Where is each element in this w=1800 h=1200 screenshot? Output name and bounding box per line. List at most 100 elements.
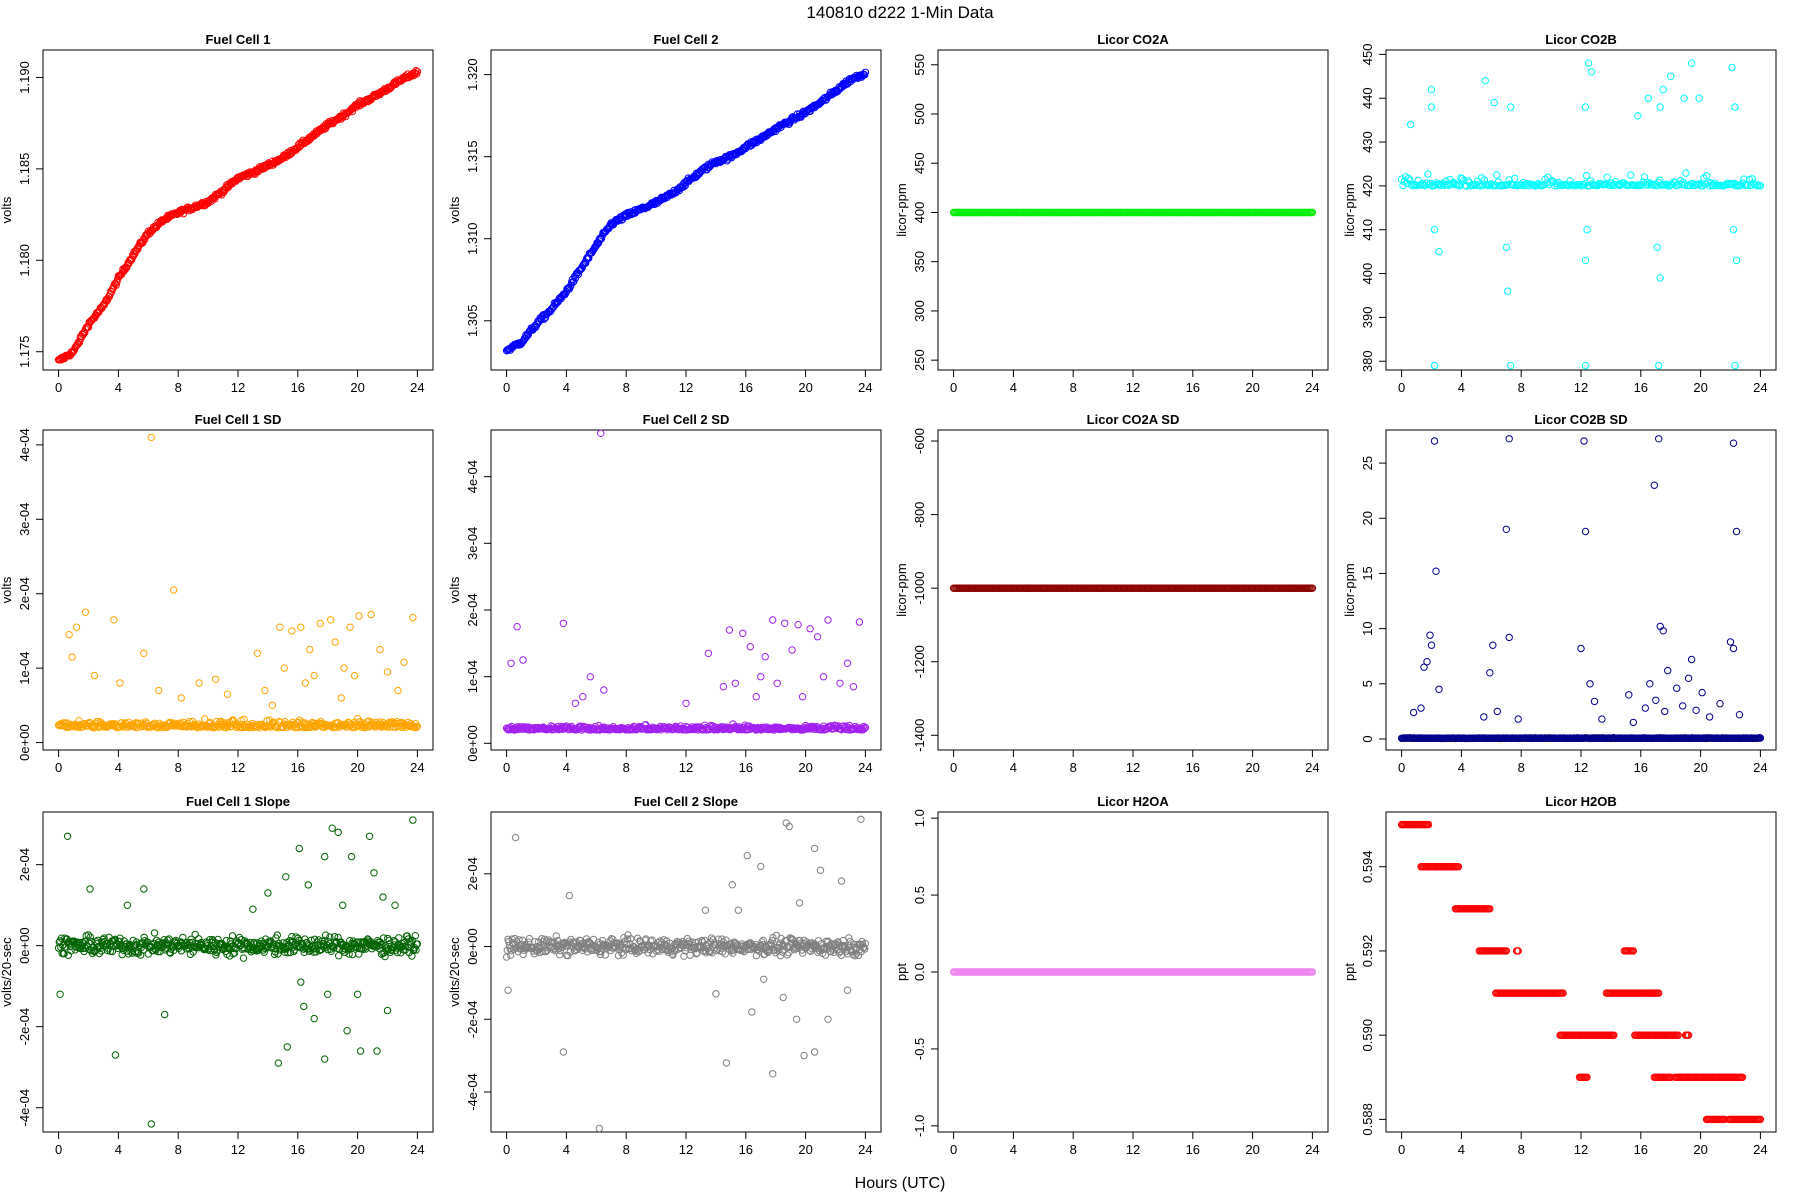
x-tick-label: 8	[623, 380, 630, 395]
x-tick-label: 12	[679, 760, 693, 775]
x-tick-label: 12	[1574, 380, 1588, 395]
plot-frame	[42, 811, 434, 1133]
data-point	[264, 889, 272, 897]
data-point	[504, 986, 512, 994]
data-point	[1435, 247, 1443, 256]
data-point	[297, 978, 305, 986]
x-tick-label: 0	[503, 1142, 510, 1157]
data-point	[331, 638, 339, 646]
data-point	[412, 67, 420, 75]
data-point	[340, 664, 348, 672]
x-tick-label: 4	[563, 380, 570, 395]
x-tick-label: 8	[1070, 380, 1077, 395]
x-tick-label: 16	[739, 1142, 753, 1157]
y-tick-label: 450	[912, 152, 927, 174]
panel-title: Fuel Cell 1 SD	[195, 412, 282, 427]
y-tick-label: -800	[912, 502, 927, 528]
data-point	[310, 671, 318, 680]
y-tick-label: -4e-04	[17, 1089, 32, 1127]
panel-co2bsd: Licor CO2B SD0 4 8 12 16 20 240510152025licor-…	[1342, 412, 1777, 775]
data-point	[704, 649, 713, 657]
y-tick-label: 0e+00	[17, 724, 32, 761]
data-point	[1634, 112, 1642, 120]
data-point	[400, 658, 408, 666]
data-point	[1650, 481, 1659, 489]
data-point	[316, 619, 324, 628]
data-point	[1684, 674, 1693, 682]
data-points	[949, 584, 1317, 592]
data-point	[1728, 63, 1736, 72]
data-point	[1731, 182, 1740, 190]
y-axis-label: volts/20-sec	[0, 937, 14, 1007]
data-point	[253, 649, 262, 657]
data-point	[1511, 174, 1519, 183]
data-point	[1644, 181, 1653, 189]
y-tick-label: 20	[1360, 511, 1375, 525]
panel-title: Fuel Cell 2 Slope	[634, 794, 738, 809]
x-tick-label: 20	[1693, 380, 1707, 395]
data-point	[513, 623, 521, 631]
data-point	[268, 701, 277, 709]
x-tick-label: 16	[291, 760, 305, 775]
y-axis-label: licor-ppm	[1342, 183, 1357, 236]
data-point	[1590, 697, 1599, 706]
plot-frame	[1385, 811, 1777, 1133]
data-points	[54, 433, 422, 732]
data-point	[304, 881, 312, 889]
data-point	[1533, 180, 1541, 189]
data-point	[150, 929, 159, 937]
x-tick-label: 4	[1010, 380, 1017, 395]
data-point	[1493, 171, 1501, 179]
y-tick-label: 0.0	[912, 963, 927, 981]
data-point	[110, 616, 118, 624]
data-point	[1417, 704, 1425, 712]
y-tick-label: 400	[912, 202, 927, 224]
data-point	[1748, 175, 1756, 183]
y-tick-label: 2e-04	[17, 848, 32, 881]
data-point	[1523, 180, 1531, 188]
data-point	[769, 1070, 777, 1078]
data-point	[328, 824, 336, 832]
data-point	[779, 993, 787, 1002]
data-point	[1546, 178, 1555, 186]
data-point	[346, 623, 354, 631]
data-points	[1397, 435, 1765, 743]
y-tick-label: 1.180	[17, 244, 32, 277]
x-tick-label: 8	[623, 1142, 630, 1157]
x-tick-label: 4	[1458, 380, 1465, 395]
data-point	[321, 1055, 329, 1063]
x-tick-label: 4	[1458, 1142, 1465, 1157]
data-point	[579, 693, 587, 701]
y-tick-label: 15	[1360, 566, 1375, 580]
data-point	[297, 623, 305, 631]
data-point	[217, 717, 225, 726]
data-points	[54, 67, 422, 364]
x-tick-label: 16	[1186, 380, 1200, 395]
data-point	[1430, 437, 1439, 445]
data-point	[1695, 94, 1703, 102]
x-tick-label: 12	[679, 1142, 693, 1157]
y-tick-label: 250	[912, 349, 927, 371]
data-point	[140, 236, 149, 244]
data-point	[769, 616, 777, 624]
data-point	[1507, 103, 1515, 111]
data-point	[1584, 59, 1593, 67]
x-tick-label: 12	[1126, 760, 1140, 775]
x-tick-label: 12	[1574, 760, 1588, 775]
data-point	[1423, 658, 1431, 666]
x-tick-label: 24	[410, 760, 424, 775]
x-tick-label: 12	[679, 380, 693, 395]
y-tick-label: 350	[912, 251, 927, 273]
data-point	[337, 694, 345, 702]
data-point	[412, 723, 421, 732]
chart-panels: Fuel Cell 10 4 8 12 16 20 241.1751.1801.1851.1…	[0, 32, 1777, 1157]
data-point	[394, 686, 402, 695]
data-point	[595, 1124, 603, 1133]
data-point	[759, 936, 767, 945]
x-tick-label: 8	[1518, 760, 1525, 775]
panel-title: Licor H2OA	[1097, 794, 1169, 809]
panel-fc2: Fuel Cell 20 4 8 12 16 20 241.3051.3101.3151.3…	[447, 32, 882, 395]
y-tick-label: 420	[1360, 175, 1375, 197]
